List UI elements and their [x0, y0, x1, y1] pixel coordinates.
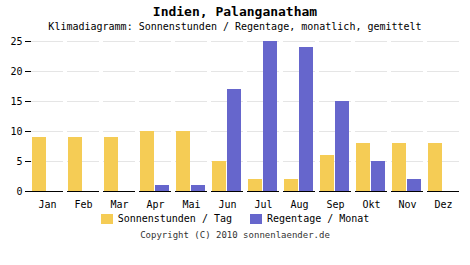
svg-text:15: 15 — [10, 96, 22, 107]
svg-text:Jul: Jul — [254, 199, 272, 210]
svg-text:Aug: Aug — [290, 199, 308, 210]
svg-text:Jan: Jan — [38, 199, 56, 210]
html-text:Klimadiagramm: Sonnenstunden /: Klimadiagramm: Sonnenstunden / Regentage… — [48, 21, 422, 32]
svg-text:Mar: Mar — [110, 199, 128, 210]
html-text:Indien, Palanganatham: Indien, Palanganatham — [152, 4, 318, 19]
svg-text:Dez: Dez — [434, 199, 452, 210]
svg-text:10: 10 — [10, 126, 22, 137]
html-text:Sonnenstunden / Tag: Sonnenstunden / Tag — [117, 213, 232, 224]
html-text:Copyright (C) 2010 sonnenlaend: Copyright (C) 2010 sonnenlaender.de — [140, 230, 330, 240]
svg-text:20: 20 — [10, 66, 22, 77]
svg-text:Mai: Mai — [182, 199, 200, 210]
svg-text:25: 25 — [10, 36, 22, 47]
svg-text:Feb: Feb — [74, 199, 92, 210]
svg-text:5: 5 — [16, 156, 22, 167]
html-text:Regentage / Monat: Regentage / Monat — [267, 213, 370, 224]
svg-text:Okt: Okt — [362, 199, 380, 210]
svg-text:Nov: Nov — [398, 199, 416, 210]
svg-text:Jun: Jun — [218, 199, 236, 210]
svg-text:Sep: Sep — [326, 199, 344, 210]
svg-text:0: 0 — [16, 186, 22, 197]
svg-text:Apr: Apr — [146, 199, 164, 210]
